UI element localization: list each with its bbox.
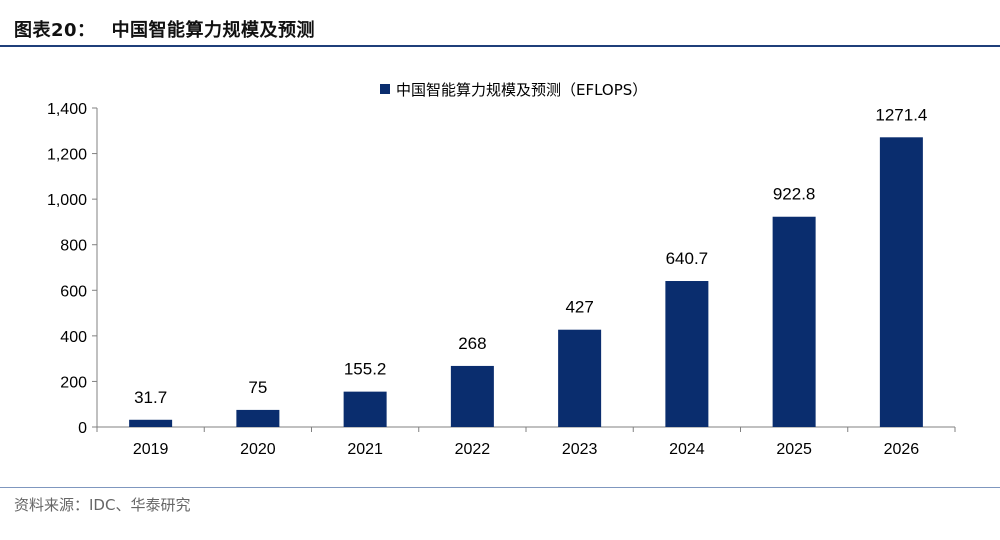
y-tick-label: 1,000 xyxy=(47,192,87,209)
data-label: 75 xyxy=(248,378,267,397)
x-tick-label: 2026 xyxy=(884,441,920,458)
source-note: 资料来源：IDC、华泰研究 xyxy=(14,496,191,514)
x-tick-label: 2023 xyxy=(562,441,598,458)
data-label: 640.7 xyxy=(666,249,709,268)
x-tick-label: 2021 xyxy=(347,441,383,458)
bar-chart: 中国智能算力规模及预测（EFLOPS） 0 200 400 600 800 1,000 1,… xyxy=(47,81,956,458)
data-label: 1271.4 xyxy=(875,105,927,124)
y-tick-label: 0 xyxy=(78,420,87,437)
legend: 中国智能算力规模及预测（EFLOPS） xyxy=(380,81,647,99)
bar xyxy=(129,419,173,427)
data-label: 268 xyxy=(458,334,486,353)
y-axis: 0 200 400 600 800 1,000 1,200 1,400 xyxy=(47,101,98,437)
bars: 31.7 75 155.2 268 427 640.7 922.8 1271.4 xyxy=(129,105,927,427)
figure-number: 图表20： xyxy=(14,20,96,41)
legend-swatch xyxy=(380,84,390,94)
x-tick-label: 2019 xyxy=(133,441,169,458)
bar xyxy=(665,281,709,427)
x-tick-label: 2020 xyxy=(240,441,276,458)
data-label: 31.7 xyxy=(134,388,167,407)
legend-label: 中国智能算力规模及预测（EFLOPS） xyxy=(396,81,647,99)
bar xyxy=(236,409,280,427)
data-label: 155.2 xyxy=(344,360,387,379)
y-tick-label: 1,200 xyxy=(47,147,87,164)
y-tick-label: 1,400 xyxy=(47,101,87,118)
x-tick-label: 2024 xyxy=(669,441,705,458)
x-tick-label: 2022 xyxy=(455,441,491,458)
bar xyxy=(772,216,816,427)
y-tick-label: 400 xyxy=(60,329,87,346)
bar xyxy=(558,329,602,427)
y-tick-label: 800 xyxy=(60,238,87,255)
y-tick-label: 600 xyxy=(60,283,87,300)
data-label: 427 xyxy=(565,298,593,317)
figure-title-text: 中国智能算力规模及预测 xyxy=(111,20,316,41)
figure-title: 图表20： 中国智能算力规模及预测 xyxy=(14,16,315,42)
source-rule xyxy=(0,487,1000,488)
y-tick-label: 200 xyxy=(60,374,87,391)
x-axis: 2019 2020 2021 2022 2023 2024 2025 2026 xyxy=(96,426,956,458)
title-rule xyxy=(0,45,1000,47)
x-tick-label: 2025 xyxy=(776,441,812,458)
bar xyxy=(450,365,494,427)
bar xyxy=(879,137,923,427)
data-label: 922.8 xyxy=(773,185,816,204)
bar xyxy=(343,391,387,427)
